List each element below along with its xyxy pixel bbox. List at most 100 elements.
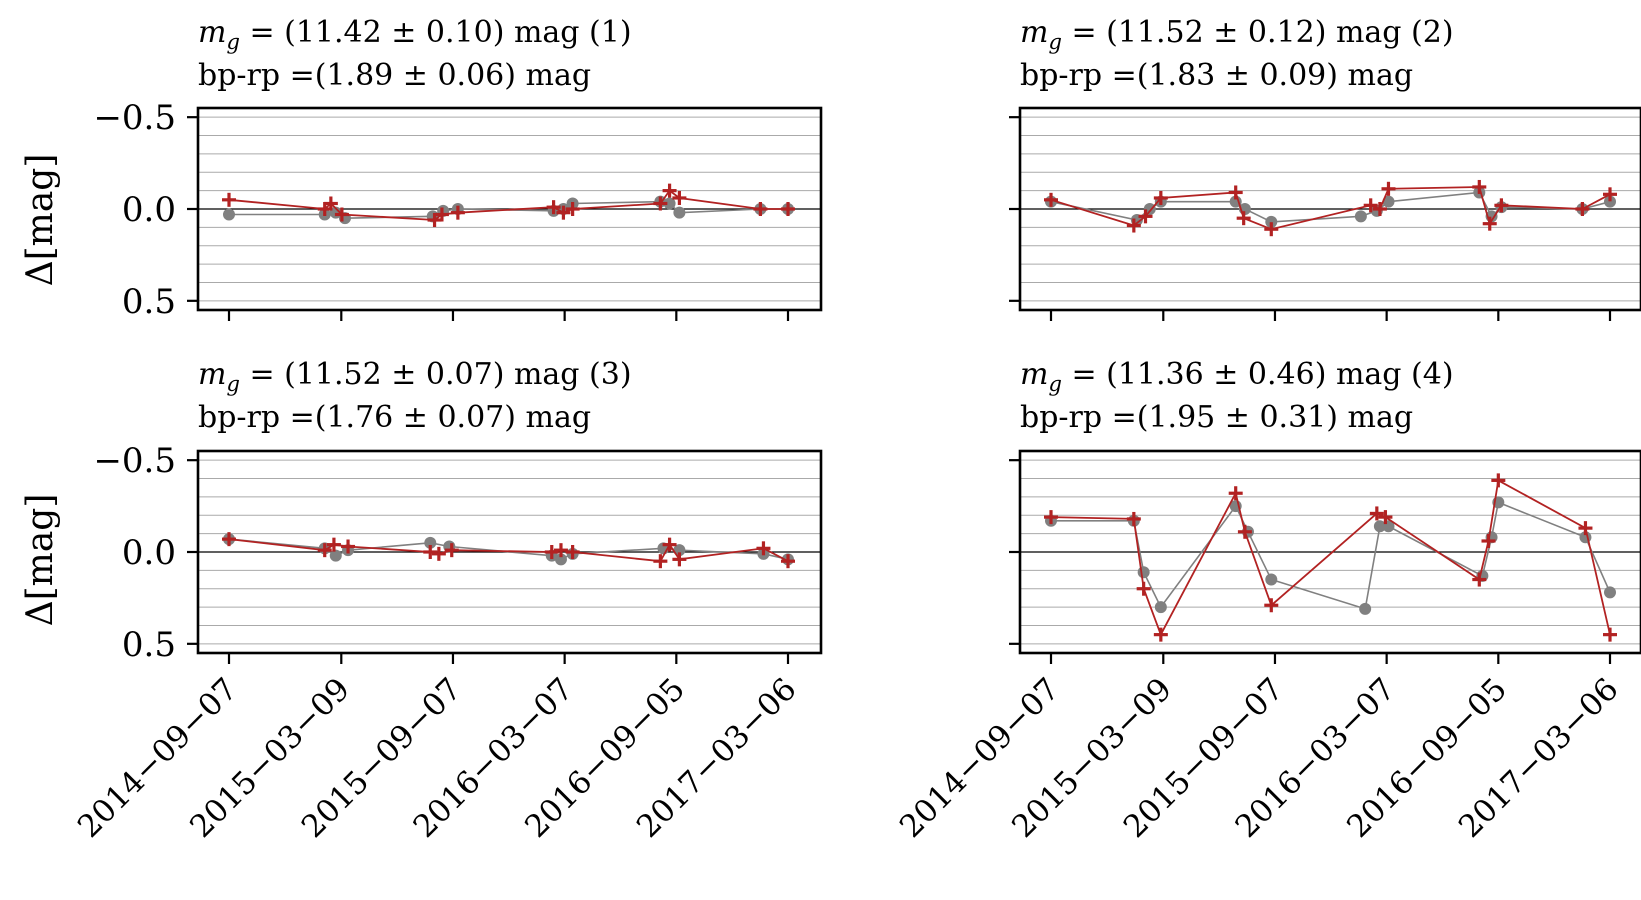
data-point	[1604, 586, 1616, 599]
data-point	[753, 202, 768, 216]
data-point	[1265, 573, 1278, 586]
data-point	[1382, 195, 1395, 208]
data-point	[1472, 572, 1487, 587]
data-point	[1237, 524, 1252, 539]
y-tick-label: 0.5	[122, 625, 176, 665]
data-point	[1264, 598, 1279, 613]
data-point	[1044, 510, 1058, 525]
plots-layer: −0.5 0.0 0.5 −0.5 0.0 0.5 2014−09−072015−03−09…	[71, 98, 1641, 845]
data-point	[781, 202, 795, 216]
data-point	[554, 553, 567, 566]
panel-2-title-line-1: mg = (11.52 ± 0.12) mag (2)	[1020, 15, 1454, 54]
data-point	[1136, 581, 1151, 596]
data-point	[1363, 198, 1378, 213]
panel-4-title-line-1: mg = (11.36 ± 0.46) mag (4)	[1020, 357, 1454, 396]
data-point	[341, 539, 356, 554]
y-tick-label: 0.0	[122, 533, 176, 573]
data-point	[1491, 473, 1506, 488]
panel-4-title-line-2: bp-rp =(1.95 ± 0.31) mag	[1020, 400, 1413, 435]
data-point	[672, 190, 687, 205]
data-point	[223, 208, 235, 221]
data-point	[1373, 520, 1386, 533]
panel-2-title-line-2: bp-rp =(1.83 ± 0.09) mag	[1020, 58, 1413, 93]
data-point	[1264, 222, 1279, 237]
panel-1-title-line-1: mg = (11.42 ± 0.10) mag (1)	[198, 15, 632, 54]
data-point	[1481, 533, 1496, 548]
data-point	[1126, 218, 1141, 233]
data-point	[672, 552, 687, 567]
data-point	[323, 196, 338, 211]
data-point	[1369, 506, 1384, 521]
data-point	[1482, 216, 1497, 231]
panel-3-title-line-2: bp-rp =(1.76 ± 0.07) mag	[198, 400, 591, 435]
y-tick-label: 0.0	[122, 190, 176, 230]
data-point	[423, 545, 438, 559]
data-point	[1603, 187, 1617, 202]
data-point	[653, 554, 668, 569]
data-point	[1138, 209, 1153, 224]
data-point	[1265, 215, 1278, 228]
data-point	[1472, 179, 1487, 194]
data-point	[565, 545, 580, 559]
data-point	[1604, 195, 1616, 208]
data-point	[1228, 185, 1243, 200]
data-point	[546, 200, 561, 215]
panel-1-title-line-2: bp-rp =(1.89 ± 0.06) mag	[198, 58, 591, 93]
data-point	[663, 197, 676, 210]
data-point	[1381, 181, 1396, 196]
data-point	[565, 202, 580, 216]
y-tick-label: −0.5	[93, 441, 176, 481]
series-2-line	[228, 538, 789, 563]
data-point	[1359, 602, 1372, 615]
data-point	[1603, 627, 1617, 642]
data-point	[1154, 601, 1167, 614]
data-point	[434, 207, 449, 222]
y-tick-label: −0.5	[93, 98, 176, 138]
data-point	[427, 213, 442, 228]
data-point	[1153, 627, 1168, 642]
data-point	[1372, 202, 1387, 216]
data-point	[1494, 198, 1509, 213]
data-point	[544, 545, 559, 559]
series-2-line	[1050, 478, 1611, 637]
data-point	[1578, 521, 1593, 536]
data-point	[1236, 211, 1251, 226]
panel-3: −0.50.00.52014−09−072015−03−092015−09−07…	[71, 441, 823, 845]
y-axis-label-top: Δ[mag]	[20, 154, 61, 287]
data-point	[222, 532, 236, 547]
data-point	[334, 207, 349, 222]
panel-2	[1009, 106, 1641, 321]
data-point	[756, 541, 771, 556]
data-point	[673, 206, 686, 219]
data-point	[424, 536, 437, 549]
panel-4: 2014−09−072015−03−092015−09−072016−03−07…	[893, 449, 1641, 845]
data-point	[222, 192, 236, 207]
panel-3-title-line-1: mg = (11.52 ± 0.07) mag (3)	[198, 357, 632, 396]
data-point	[1153, 190, 1168, 205]
data-point	[431, 546, 446, 561]
data-point	[444, 543, 459, 558]
data-point	[1228, 486, 1243, 501]
data-point	[556, 205, 571, 220]
data-point	[1575, 202, 1590, 216]
data-point	[673, 544, 686, 557]
data-point	[1044, 192, 1058, 207]
data-point	[553, 543, 568, 558]
data-point	[1378, 510, 1393, 525]
data-point	[781, 554, 795, 569]
data-point	[662, 183, 677, 198]
data-point	[329, 549, 342, 562]
data-point	[450, 205, 465, 220]
data-point	[317, 543, 332, 558]
data-point	[653, 196, 668, 211]
data-point	[1126, 511, 1141, 526]
series-2-line	[228, 189, 788, 221]
data-point	[1137, 566, 1150, 579]
panel-1: −0.5 0.0 0.5	[93, 98, 823, 322]
data-point	[326, 537, 341, 552]
y-axis-label-bottom: Δ[mag]	[20, 494, 61, 627]
data-point	[1354, 210, 1367, 223]
y-tick-label: 0.5	[122, 282, 176, 322]
data-point	[662, 537, 677, 552]
